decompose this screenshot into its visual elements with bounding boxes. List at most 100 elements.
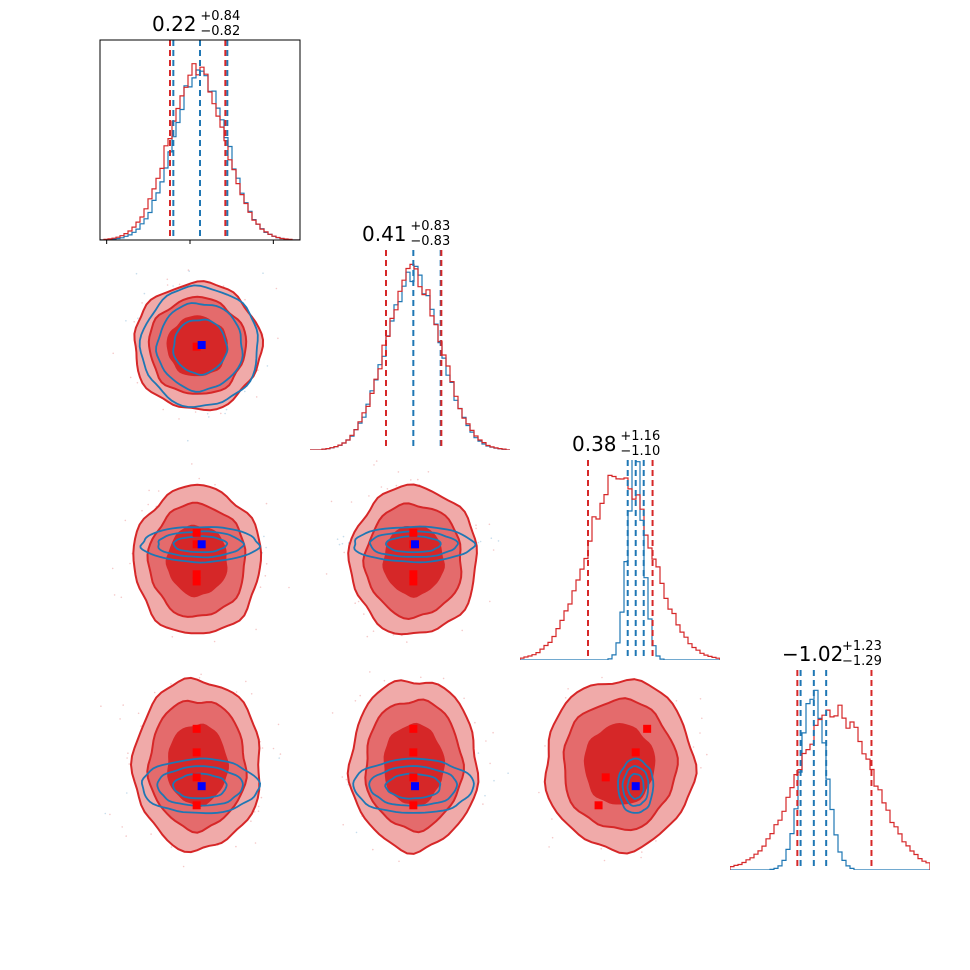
histogram-red [310,263,510,450]
sample-point-red [392,634,395,636]
blue-truth-marker [197,782,206,791]
panel-2-0 [111,463,290,643]
sample-point-red [567,688,569,690]
sample-point-red [279,753,282,755]
sample-point-red [170,683,172,685]
sample-point-red [124,519,127,522]
sample-point-red [488,523,491,526]
panel-1-0 [95,250,279,442]
histogram-1 [310,250,510,450]
sample-point-red [128,763,130,765]
histogram-0 [100,40,300,240]
sample-point-blue [477,541,480,544]
red-truth-marker [409,528,418,537]
sample-point-red [257,369,259,372]
sample-point-blue [355,831,358,834]
sample-point-red [706,753,708,756]
sample-point-blue [225,408,228,411]
sample-point-red [111,567,114,570]
sample-point-blue [484,794,486,797]
sample-point-red [166,278,169,281]
sample-point-red [397,471,400,473]
sample-point-red [140,725,142,727]
sample-point-red [200,673,202,676]
blue-contour [172,535,229,554]
red-truth-marker [192,748,201,757]
sample-point-red [178,283,181,286]
sample-point-red [187,269,190,271]
blue-contour [368,765,459,807]
blue-contour [368,530,459,558]
sample-point-red [182,865,185,868]
sample-point-red [95,379,97,381]
red-truth-marker [601,773,610,782]
sample-point-red [398,860,400,863]
sample-point-red [112,352,114,355]
sample-point-red [383,679,386,682]
sample-point-blue [493,779,495,782]
blue-contour [139,526,262,564]
sample-point-red [141,509,143,512]
sample-point-red [100,705,102,707]
sample-point-red [265,502,268,505]
sample-point-red [235,845,237,848]
red-truth-marker [192,577,201,586]
sample-point-red [369,671,371,673]
sample-point-blue [206,412,209,415]
sample-point-red [372,848,374,851]
red-truth-marker [409,748,418,757]
panel-title-plus: +1.16 [620,429,660,444]
sample-point-red [198,677,201,679]
sample-point-blue [341,542,344,545]
sample-point-red [427,471,430,473]
histogram-red [730,704,930,870]
sample-point-blue [137,317,139,320]
sample-point-red [640,646,642,648]
sample-point-blue [172,285,174,287]
blue-contour [172,772,228,800]
blue-truth-marker [197,540,206,549]
blue-contour [138,284,259,408]
sample-point-red [245,680,247,683]
red-truth-marker [409,577,418,586]
sample-point-red [372,630,375,632]
sample-point-red [700,767,702,769]
panel-title-plus: +1.23 [842,639,882,654]
blue-contour [626,772,645,800]
histogram-blue [520,460,720,660]
sample-point-red [137,712,140,715]
sample-point-red [375,460,378,462]
sample-point-blue [262,272,264,275]
sample-point-red [600,847,602,850]
sample-point-red [386,488,389,490]
sample-point-red [129,562,131,565]
sample-point-red [354,602,357,604]
red-truth-marker [409,724,418,733]
sample-point-blue [125,320,127,322]
red-truth-marker [409,773,418,782]
sample-point-blue [336,538,339,540]
blue-contour [172,318,229,376]
sample-point-blue [479,540,482,543]
sample-point-red [368,495,370,497]
sample-point-red [277,723,280,726]
red-truth-marker [643,724,652,733]
sample-point-red [395,484,398,487]
histogram-3 [730,670,930,870]
sample-point-blue [104,812,107,815]
sample-point-red [129,376,132,379]
sample-point-red [162,408,164,411]
sample-point-red [194,411,197,413]
red-contour [383,722,446,806]
panel-title-minus: −0.83 [410,234,450,249]
sample-point-blue [497,540,500,542]
sample-point-red [257,810,260,812]
sample-point-red [170,846,173,848]
sample-point-red [400,453,402,455]
sample-point-red [213,640,216,643]
sample-point-red [178,418,180,420]
panel-title-value: 0.41 [362,222,407,246]
sample-point-red [622,644,624,646]
sample-point-red [330,500,333,503]
sample-point-red [551,836,554,839]
